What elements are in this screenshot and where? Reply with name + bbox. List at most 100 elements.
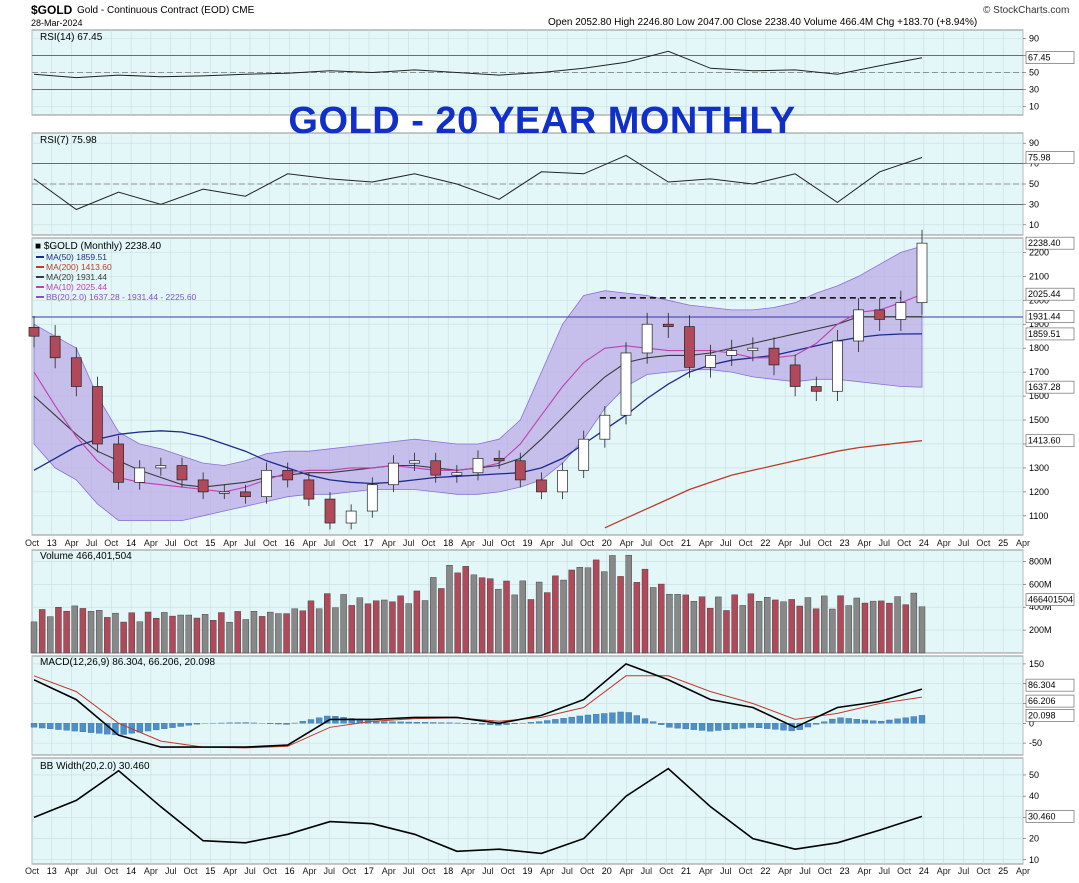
volume-bar bbox=[796, 605, 803, 654]
volume-bar bbox=[340, 594, 347, 654]
volume-bar bbox=[495, 588, 502, 654]
volume-bar bbox=[544, 592, 551, 654]
x-axis-label: Apr bbox=[382, 538, 396, 548]
volume-bar bbox=[739, 605, 746, 654]
volume-bar bbox=[519, 580, 527, 654]
macd-histogram-bar bbox=[55, 723, 62, 730]
x-axis-label: Apr bbox=[1016, 866, 1030, 876]
volume-bar bbox=[853, 597, 861, 654]
x-axis-label: 21 bbox=[681, 866, 691, 876]
macd-histogram-bar bbox=[47, 723, 54, 729]
volume-bar bbox=[617, 576, 624, 654]
volume-bar bbox=[788, 599, 795, 654]
macd-histogram-bar bbox=[869, 720, 877, 724]
ohlc-summary: Open 2052.80 High 2246.80 Low 2047.00 Cl… bbox=[548, 17, 978, 28]
volume-bar bbox=[454, 572, 461, 654]
macd-histogram-bar bbox=[837, 717, 844, 724]
volume-bar bbox=[438, 588, 445, 654]
x-axis-label: Apr bbox=[223, 538, 237, 548]
candle-body bbox=[789, 364, 801, 387]
x-axis-label: Jul bbox=[799, 538, 811, 548]
price-tick-label: 1900 bbox=[1029, 319, 1049, 329]
x-axis-label: Oct bbox=[104, 538, 119, 548]
macd-histogram-bar bbox=[470, 723, 478, 725]
volume-bar bbox=[641, 568, 649, 654]
x-axis-label: Oct bbox=[976, 538, 991, 548]
volume-bar bbox=[267, 611, 274, 654]
macd-histogram-bar bbox=[592, 714, 600, 724]
macd-histogram-bar bbox=[381, 721, 388, 724]
volume-title: Volume 466,401,504 bbox=[40, 551, 132, 562]
macd-histogram-bar bbox=[641, 718, 649, 724]
volume-bar bbox=[902, 604, 909, 654]
x-axis-label: Apr bbox=[540, 538, 554, 548]
x-axis-label: Oct bbox=[976, 866, 991, 876]
x-axis-label: Jul bbox=[86, 866, 98, 876]
macd-histogram-bar bbox=[886, 719, 893, 724]
macd-last-value: 86.304 bbox=[1028, 680, 1056, 690]
x-axis-label: 14 bbox=[126, 538, 136, 548]
x-axis-label: Jul bbox=[720, 866, 732, 876]
volume-bar bbox=[649, 587, 657, 654]
volume-bar bbox=[625, 554, 632, 654]
legend-entry: MA(20) 1931.44 bbox=[46, 272, 107, 282]
x-axis-label: Apr bbox=[223, 866, 237, 876]
x-axis-label: Apr bbox=[857, 866, 871, 876]
volume-bar bbox=[71, 605, 78, 654]
macd-histogram-bar bbox=[503, 723, 510, 725]
volume-tick-label: 600M bbox=[1029, 579, 1052, 589]
volume-bar bbox=[764, 597, 771, 654]
bbwidth-line bbox=[33, 767, 923, 855]
x-axis-label: Jul bbox=[165, 538, 177, 548]
x-axis-label: Apr bbox=[699, 866, 713, 876]
candle-body bbox=[810, 386, 822, 392]
x-axis-label: Oct bbox=[421, 538, 436, 548]
volume-bar bbox=[568, 569, 575, 654]
x-axis-label: Oct bbox=[897, 866, 912, 876]
volume-bar bbox=[389, 601, 396, 654]
macd-histogram-bar bbox=[87, 723, 95, 733]
volume-bar bbox=[747, 593, 755, 654]
x-axis-label: 17 bbox=[364, 866, 374, 876]
x-axis-label: 23 bbox=[840, 538, 850, 548]
volume-bar bbox=[609, 555, 616, 654]
macd-tick-label: -50 bbox=[1029, 738, 1042, 748]
macd-histogram-bar bbox=[185, 723, 192, 726]
volume-bar bbox=[153, 617, 160, 654]
volume-bar bbox=[226, 621, 233, 654]
x-axis-label: Apr bbox=[65, 538, 79, 548]
volume-bar bbox=[845, 605, 852, 654]
candle-body bbox=[662, 323, 674, 327]
price-last-value-box bbox=[1025, 327, 1075, 341]
volume-bar bbox=[307, 600, 315, 654]
ma200-line bbox=[604, 440, 923, 529]
candle-body bbox=[493, 458, 505, 462]
x-axis-label: Oct bbox=[342, 538, 357, 548]
price-tick-label: 1100 bbox=[1029, 511, 1048, 521]
rsi-tick-label: 30 bbox=[1029, 199, 1039, 209]
macd-histogram-bar bbox=[829, 718, 836, 724]
macd-histogram-bar bbox=[421, 722, 429, 724]
volume-bar bbox=[812, 608, 820, 654]
volume-bar bbox=[120, 621, 127, 654]
x-axis-label: Apr bbox=[778, 866, 792, 876]
macd-histogram-bar bbox=[739, 723, 746, 729]
x-axis-label: 18 bbox=[443, 538, 453, 548]
x-axis-label: Oct bbox=[342, 866, 357, 876]
volume-bar bbox=[136, 621, 144, 654]
macd-histogram-bar bbox=[405, 721, 412, 724]
rsi-last-value: 67.45 bbox=[1028, 53, 1051, 63]
x-axis-label: Apr bbox=[302, 866, 316, 876]
symbol-description: Gold - Continuous Contract (EOD) CME bbox=[77, 5, 255, 16]
x-axis-label: Oct bbox=[818, 538, 833, 548]
x-axis-label: Jul bbox=[561, 866, 573, 876]
macd-histogram-bar bbox=[845, 718, 852, 724]
macd-signal-last-value: 66.206 bbox=[1028, 696, 1056, 706]
rsi-tick-label: 10 bbox=[1029, 102, 1039, 112]
rsi-tick-label: 50 bbox=[1029, 179, 1039, 189]
candle-body bbox=[345, 510, 357, 524]
macd-histogram-bar bbox=[438, 722, 445, 724]
volume-bar bbox=[299, 610, 307, 654]
macd-histogram-bar bbox=[576, 715, 583, 724]
x-axis-label: 15 bbox=[205, 866, 215, 876]
